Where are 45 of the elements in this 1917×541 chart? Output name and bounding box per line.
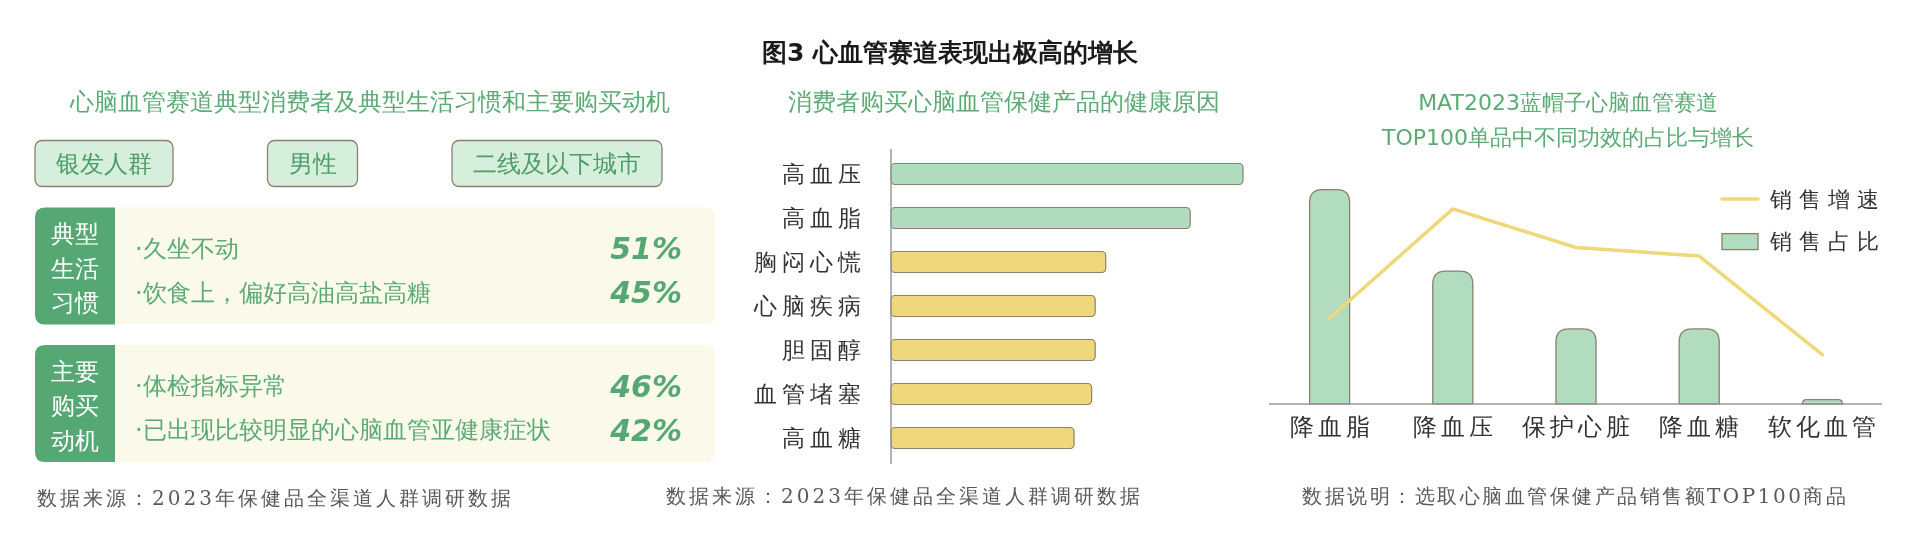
text: 二线及以下城市	[473, 149, 641, 178]
y-tick-label: 高血糖	[782, 425, 866, 451]
y-tick-label: 胆固醇	[782, 337, 866, 363]
y-tick-label: 胸闷心慌	[754, 249, 866, 275]
chart-title: MAT2023蓝帽子心脑血管赛道 TOP100单品中不同功效的占比与增长	[1380, 89, 1755, 150]
x-tick-label: 降血糖	[1659, 413, 1744, 441]
source-note: 数据来源：2023年保健品全渠道人群调研数据	[37, 486, 514, 510]
text: 心脑血管赛道典型消费者及典型生活习惯和主要购买动机	[69, 88, 670, 116]
y-tick-label: 血管堵塞	[754, 381, 866, 407]
bar	[890, 338, 1096, 362]
bar	[890, 250, 1107, 274]
chart-subtitle: 消费者购买心脑血管保健产品的健康原因	[788, 88, 1220, 116]
y-tick-label: 高血压	[782, 161, 866, 187]
data-label: 46%	[609, 368, 682, 404]
data-label: 51%	[610, 231, 682, 266]
series-label: 典型生活习惯	[51, 220, 99, 317]
text: 男性	[288, 149, 337, 178]
bar	[1678, 328, 1720, 405]
x-tick-label: 降血压	[1412, 413, 1497, 441]
legend-label: 销售占比	[1769, 229, 1886, 255]
y-tick-label: 心脑疾病	[753, 293, 866, 319]
chart-title: 图3 心血管赛道表现出极高的增长	[761, 37, 1139, 67]
bar	[1432, 270, 1474, 405]
data-label: 42%	[609, 412, 682, 448]
bar	[890, 426, 1075, 450]
x-tick-label: 降血脂	[1289, 413, 1374, 441]
legend-label: 销售增速	[1769, 186, 1886, 212]
y-tick-label: 高血脂	[782, 205, 866, 231]
bar	[890, 206, 1191, 230]
text: 数据说明：选取心脑血管保健产品销售额TOP100商品	[1302, 484, 1849, 508]
data-label: 45%	[609, 275, 682, 310]
bar	[890, 382, 1093, 406]
source-note: 数据来源：2023年保健品全渠道人群调研数据	[666, 484, 1143, 508]
x-tick-label: 软化血管	[1768, 413, 1881, 441]
text: 银发人群	[55, 149, 152, 178]
series-label: 主要购买动机	[51, 357, 99, 455]
bar	[1555, 328, 1597, 405]
category-label: ·体检指标异常	[135, 372, 287, 400]
bar	[1308, 188, 1351, 405]
x-tick-label: 保护心脏	[1522, 413, 1634, 441]
category-label: ·饮食上，偏好高油高盐高糖	[135, 278, 431, 307]
category-label: ·已出现比较明显的心脑血管亚健康症状	[135, 416, 551, 444]
category-label: ·久坐不动	[135, 234, 239, 263]
bar	[890, 294, 1096, 318]
bar	[890, 162, 1244, 186]
